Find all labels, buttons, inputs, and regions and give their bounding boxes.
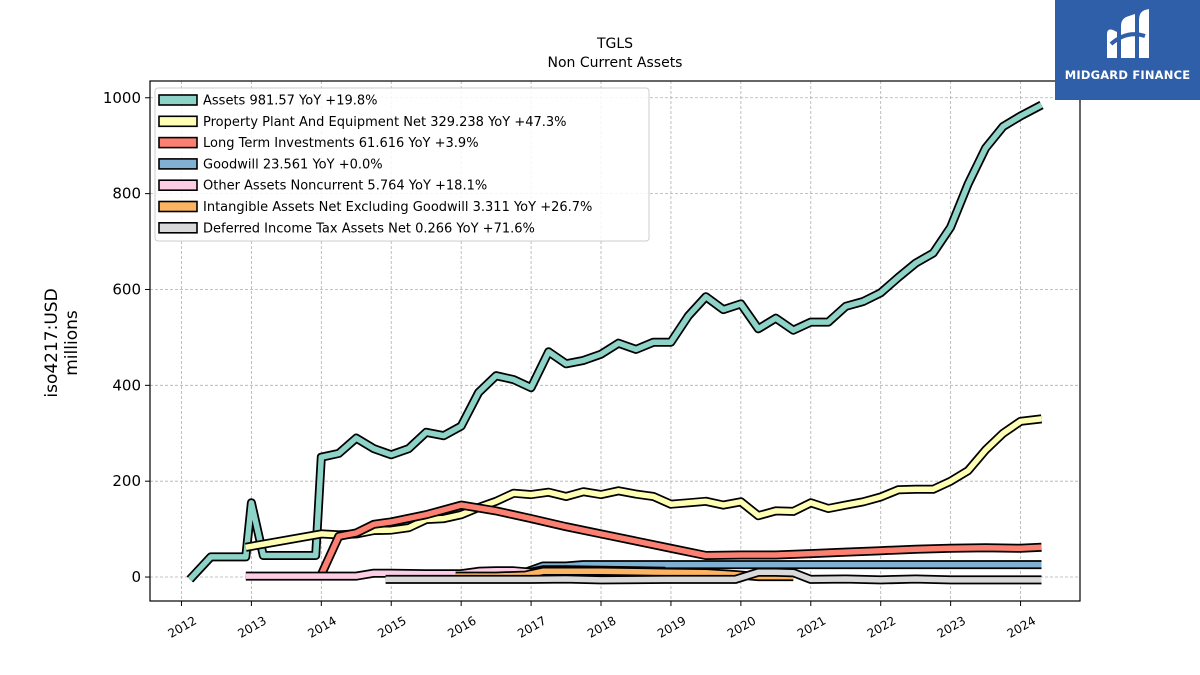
x-tick-label: 2020: [725, 613, 758, 640]
y-axis: 0 200 400 600 800 1000: [103, 89, 150, 586]
y-axis-label: iso4217:USD millions: [42, 288, 82, 397]
midgard-logo-icon: [1107, 9, 1149, 58]
x-tick-label: 2024: [1005, 613, 1038, 640]
y-axis-label-line1: iso4217:USD: [42, 288, 62, 397]
legend-label: Other Assets Noncurrent 5.764 YoY +18.1%: [203, 179, 487, 194]
x-tick-label: 2018: [585, 613, 618, 640]
series-6: [385, 567, 1042, 585]
legend-swatch: [158, 179, 198, 191]
legend-box: [154, 87, 650, 242]
chart-title: TGLS: [596, 36, 633, 52]
x-tick-label: 2017: [515, 613, 548, 640]
y-tick-label: 600: [112, 280, 141, 298]
series-2: [317, 500, 1042, 577]
legend-swatch: [158, 222, 198, 234]
legend-swatch: [158, 158, 198, 170]
brand-name: MIDGARD FINANCE: [1064, 68, 1191, 82]
brand-logo: MIDGARD FINANCE: [1055, 0, 1200, 100]
x-tick-label: 2023: [935, 613, 968, 640]
chart-subtitle: Non Current Assets: [548, 55, 683, 71]
x-tick-label: 2021: [795, 613, 828, 640]
legend-swatch: [158, 200, 198, 213]
legend-swatch: [158, 115, 198, 128]
x-tick-label: 2014: [305, 613, 338, 640]
legend-swatch: [158, 94, 198, 106]
y-axis-label-line2: millions: [62, 310, 82, 376]
x-tick-label: 2015: [375, 613, 408, 640]
x-axis: 2012 2013 2014 2015 2016 2017 2018 2019 2020 2021…: [166, 601, 1038, 641]
legend-label: Long Term Investments 61.616 YoY +3.9%: [203, 136, 479, 151]
series-1: [245, 414, 1043, 552]
legend-label: Deferred Income Tax Assets Net 0.266 YoY…: [203, 221, 535, 236]
y-tick-label: 1000: [103, 89, 141, 107]
x-tick-label: 2013: [235, 613, 268, 640]
series-0: [186, 101, 1044, 583]
series-layer: [186, 101, 1044, 585]
legend: Assets 981.57 YoY +19.8% Property Plant A…: [154, 87, 650, 242]
y-tick-label: 400: [112, 376, 141, 394]
y-tick-label: 0: [131, 568, 141, 586]
legend-swatch: [158, 136, 198, 149]
x-tick-label: 2016: [445, 613, 478, 640]
y-tick-label: 200: [112, 472, 141, 490]
legend-label: Property Plant And Equipment Net 329.238…: [203, 115, 567, 130]
legend-label: Intangible Assets Net Excluding Goodwill…: [203, 200, 592, 215]
y-tick-label: 800: [112, 185, 141, 203]
series-line: [187, 102, 1043, 582]
series-line: [385, 569, 1042, 583]
x-tick-label: 2012: [166, 613, 199, 640]
legend-label: Assets 981.57 YoY +19.8%: [203, 94, 378, 109]
x-tick-label: 2019: [655, 613, 688, 640]
plot-frame: [149, 80, 1081, 602]
x-tick-label: 2022: [865, 613, 898, 640]
series-line: [245, 416, 1042, 551]
legend-label: Goodwill 23.561 YoY +0.0%: [203, 157, 383, 172]
series-line: [318, 502, 1042, 576]
